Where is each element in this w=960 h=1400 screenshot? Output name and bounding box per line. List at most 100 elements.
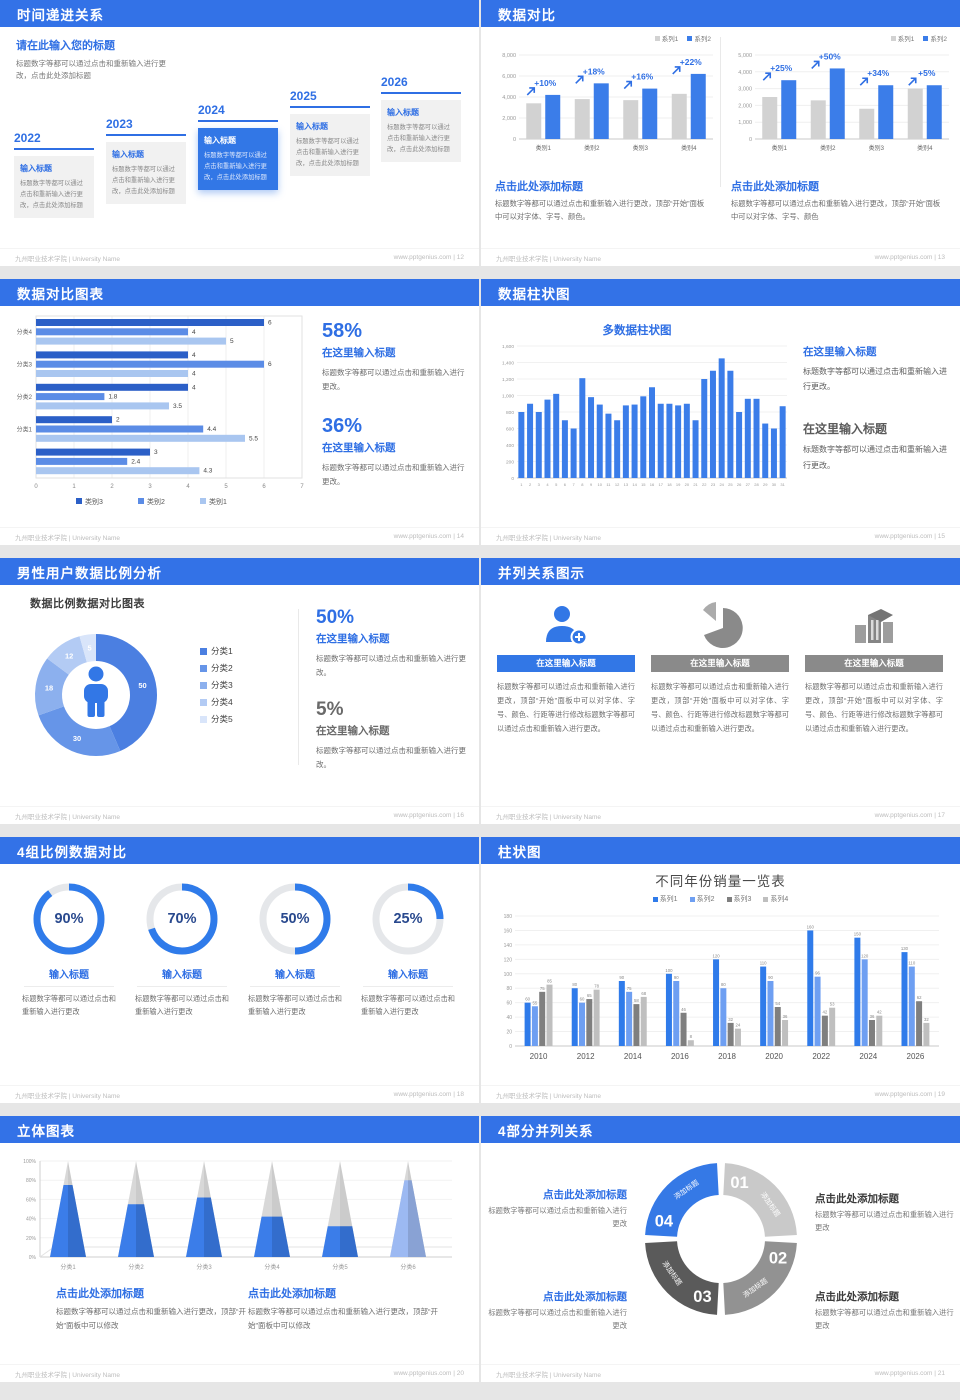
svg-text:75: 75: [540, 986, 545, 991]
ring-divider: [363, 986, 453, 987]
stat-heading: 在这里输入标题: [316, 633, 390, 645]
svg-text:18: 18: [45, 683, 53, 692]
svg-text:3: 3: [154, 449, 158, 456]
chart-legend: 系列1 系列2: [727, 33, 947, 43]
footer-site-page: www.pptgenius.com | 17: [874, 812, 945, 819]
footer-school: 九州职业技术学院 | University Name: [15, 1092, 120, 1100]
svg-text:6: 6: [262, 484, 266, 490]
svg-text:120: 120: [712, 953, 720, 958]
slide-four-ratio-rings[interactable]: 4组比例数据对比 90% 输入标题 标题数字等都可以通过点击和重新输入进行更改 70%…: [0, 837, 479, 1103]
slide-comparison-bar-chart[interactable]: 数据对比图表 0 1 2 3 4 5 6 7 分类4 6 4 5 分类3 4 6 4 分类2 4 1.8 3.5 分类1…: [0, 279, 479, 545]
timeline-item[interactable]: 2023 输入标题 标题数字等都可以通过点击和重新输入进行更改，点击此处添加标题: [106, 117, 186, 205]
ring-column: 25% 输入标题 标题数字等都可以通过点击和重新输入进行更改: [361, 880, 455, 1019]
progress-ring-svg: [372, 883, 444, 955]
svg-text:+25%: +25%: [770, 63, 792, 73]
progress-ring: 50%: [256, 880, 334, 958]
svg-text:40%: 40%: [26, 1217, 37, 1223]
svg-text:11: 11: [606, 482, 611, 487]
stat-body: 标题数字等都可以通过点击和重新输入进行更改。: [322, 368, 465, 391]
legend-item: 系列2: [687, 33, 711, 43]
footer-site-page: www.pptgenius.com | 13: [874, 254, 945, 261]
svg-text:42: 42: [877, 1010, 882, 1015]
svg-text:2010: 2010: [530, 1052, 548, 1061]
svg-text:0: 0: [34, 484, 38, 490]
column-body: 标题数字等都可以通过点击和重新输入进行更改，顶部“开始”面板中可以对字体、字号、…: [497, 682, 635, 734]
slide-content: 多数据柱状图 0 200 400 600 800 1,000 1,200 1,400 1,600…: [481, 306, 960, 527]
slide-title: 并列关系图示: [498, 565, 585, 581]
legend-swatch: [200, 664, 207, 672]
slide-footer: 九州职业技术学院 | University Name www.pptgenius…: [0, 1364, 479, 1382]
svg-text:1,400: 1,400: [502, 361, 514, 367]
slide-data-comparison[interactable]: 数据对比 系列1 系列2 0 2,000 4,000 6,000 8,000 类别1 +10% 类…: [481, 0, 960, 266]
svg-text:130: 130: [901, 946, 909, 951]
slide-title: 数据柱状图: [498, 286, 571, 302]
legend-item: 系列2: [689, 894, 715, 904]
svg-text:90: 90: [768, 975, 773, 980]
svg-text:8: 8: [690, 1034, 693, 1039]
slide-content: 0 1 2 3 4 5 6 7 分类4 6 4 5 分类3 4 6 4 分类2 4 1.8 3.5 分类1 2 4.4 5.5…: [0, 306, 479, 527]
slide-3d-cone-chart[interactable]: 立体图表 0% 20% 40% 60% 80% 100% 分类1 分类2 分类3 分类4 分类5 分类…: [0, 1116, 479, 1382]
footer-school: 九州职业技术学院 | University Name: [15, 534, 120, 542]
svg-text:9: 9: [590, 482, 593, 487]
timeline-year-label: 2022: [14, 131, 41, 145]
stat-body: 标题数字等都可以通过点击和重新输入进行更改。: [316, 654, 466, 677]
slide-footer: 九州职业技术学院 | University Name www.pptgenius…: [0, 806, 479, 824]
slide-grouped-column-chart[interactable]: 柱状图 不同年份销量一览表 系列1 系列2 系列3 系列4 0 20 40 60 80 100 1…: [481, 837, 960, 1103]
panel-body: 标题数字等都可以通过点击和重新输入进行更改，顶部“开始”面板中可以对字体、字号、…: [731, 199, 941, 222]
legend-swatch: [763, 896, 769, 902]
timeline-card-text: 标题数字等都可以通过点击和重新输入进行更改，点击此处添加标题: [387, 124, 450, 154]
svg-text:03: 03: [693, 1288, 711, 1306]
svg-text:+16%: +16%: [631, 72, 653, 82]
svg-text:19: 19: [676, 482, 681, 487]
legend-item: 系列4: [763, 894, 788, 904]
legend-label: 系列2: [930, 36, 947, 43]
caption-block: 点击此处添加标题 标题数字等都可以通过点击和重新输入进行更改，顶部“开始”面板中可…: [248, 1285, 440, 1332]
svg-text:2: 2: [116, 417, 120, 424]
slide-male-user-ratio[interactable]: 男性用户数据比例分析 数据比例数据对比图表 50 30 18 12 5 分类1 分类2 分类…: [0, 558, 479, 824]
svg-text:54: 54: [775, 1001, 780, 1006]
legend-item: 分类5: [200, 713, 233, 725]
svg-text:分类1: 分类1: [17, 425, 33, 433]
timeline-item[interactable]: 2025 输入标题 标题数字等都可以通过点击和重新输入进行更改，点击此处添加标题: [290, 89, 370, 177]
legend-label: 分类5: [211, 714, 233, 724]
svg-text:0: 0: [509, 1044, 512, 1050]
svg-text:17: 17: [658, 482, 663, 487]
svg-text:3.5: 3.5: [173, 403, 182, 410]
footer-school: 九州职业技术学院 | University Name: [15, 813, 120, 821]
timeline-item[interactable]: 2026 输入标题 标题数字等都可以通过点击和重新输入进行更改，点击此处添加标题: [381, 75, 461, 163]
timeline-card-text: 标题数字等都可以通过点击和重新输入进行更改，点击此处添加标题: [20, 180, 83, 210]
svg-text:3: 3: [538, 482, 541, 487]
svg-text:46: 46: [681, 1007, 686, 1012]
svg-text:2018: 2018: [718, 1052, 736, 1061]
slide-title: 柱状图: [498, 844, 542, 860]
timeline-rule: [106, 134, 186, 136]
slide-four-part-ring[interactable]: 4部分并列关系 01 添加标题 02 添加标题 03 添加标题 04 添加标题 点击此处添加标…: [481, 1116, 960, 1382]
ring-percent-label: 90%: [54, 911, 84, 927]
relation-column: 在这里输入标题 标题数字等都可以通过点击和重新输入进行更改，顶部“开始”面板中可以…: [497, 595, 635, 736]
timeline-rule: [198, 120, 278, 122]
timeline-item[interactable]: 2024 输入标题 标题数字等都可以通过点击和重新输入进行更改，点击此处添加标题: [198, 103, 278, 191]
svg-text:2: 2: [110, 484, 114, 490]
timeline-card-title: 输入标题: [20, 164, 52, 173]
svg-text:2026: 2026: [907, 1052, 925, 1061]
svg-text:60%: 60%: [26, 1197, 37, 1203]
slide-column-chart[interactable]: 数据柱状图 多数据柱状图 0 200 400 600 800 1,000 1,200 1,40…: [481, 279, 960, 545]
svg-text:28: 28: [754, 482, 759, 487]
svg-text:80: 80: [572, 982, 577, 987]
svg-text:类别2: 类别2: [584, 144, 600, 152]
timeline-item[interactable]: 2022 输入标题标题数字等都可以通过点击和重新输入进行更改，点击此处添加标题: [14, 131, 94, 219]
footer-site-page: www.pptgenius.com | 18: [393, 1091, 464, 1098]
slide-footer: 九州职业技术学院 | University Name www.pptgenius…: [0, 248, 479, 266]
slide-time-progression[interactable]: 时间递进关系 请在此输入您的标题 标题数字等都可以通过点击和重新输入进行更改，点…: [0, 0, 479, 266]
slide-title: 数据对比图表: [17, 286, 104, 302]
svg-text:5: 5: [230, 338, 234, 345]
svg-text:80%: 80%: [26, 1178, 37, 1184]
svg-text:4: 4: [186, 484, 190, 490]
svg-text:30: 30: [73, 734, 81, 743]
slide-parallel-relation[interactable]: 并列关系图示 在这里输入标题 标题数字等都可以通过点击和重新输入进行更改，顶部“开…: [481, 558, 960, 824]
svg-text:60: 60: [506, 1001, 512, 1007]
slide-title: 数据对比: [498, 7, 556, 23]
stat-body: 标题数字等都可以通过点击和重新输入进行更改。: [316, 746, 466, 769]
svg-text:1,600: 1,600: [502, 344, 514, 350]
slide-header: 数据对比图表: [0, 279, 479, 306]
